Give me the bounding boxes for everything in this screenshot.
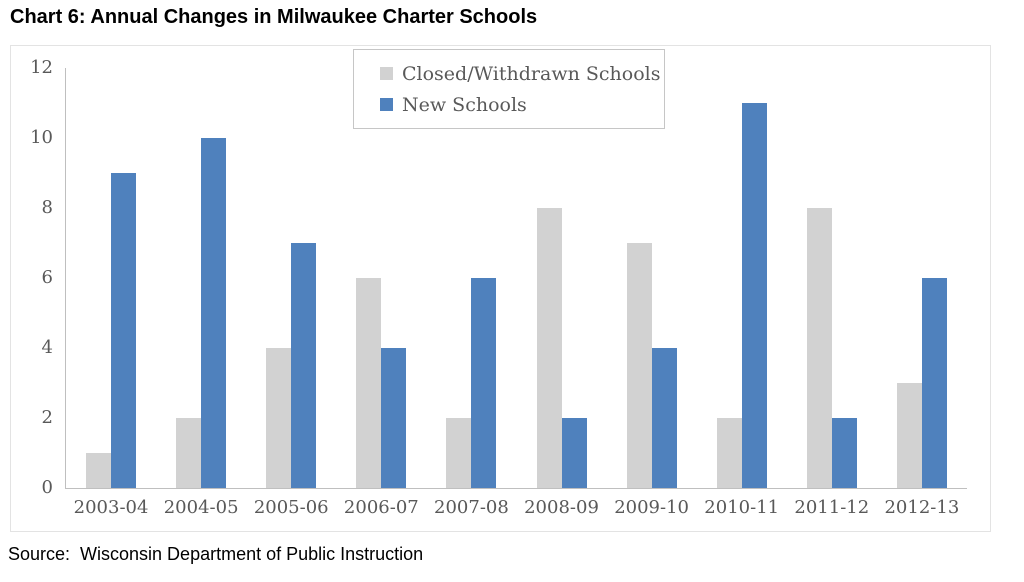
bar-group-2006-07 — [336, 68, 426, 488]
bar-group-2012-13 — [877, 68, 967, 488]
bar-group-2008-09 — [516, 68, 606, 488]
bar-new-2006-07 — [381, 348, 407, 488]
y-axis-tick-label: 4 — [41, 337, 53, 358]
x-axis-tick-label: 2008-09 — [524, 497, 599, 518]
bar-closed-2004-05 — [176, 418, 202, 488]
x-axis-tick-label: 2010-11 — [704, 497, 780, 518]
x-axis-line — [65, 488, 967, 489]
bar-closed-2003-04 — [86, 453, 112, 488]
x-axis-tick-label: 2006-07 — [343, 497, 419, 518]
y-axis-tick-label: 10 — [30, 127, 53, 148]
bar-new-2010-11 — [741, 103, 767, 488]
bar-closed-2005-06 — [266, 348, 292, 488]
bar-group-2003-04 — [66, 68, 156, 488]
bar-group-2004-05 — [156, 68, 246, 488]
y-axis-tick-label: 8 — [41, 197, 53, 218]
x-axis-labels: 2003-04 2004-05 2005-06 2006-07 2007-08 2008-… — [66, 497, 967, 518]
bar-new-2009-10 — [651, 348, 677, 488]
y-axis-line — [65, 68, 66, 488]
bar-group-2007-08 — [426, 68, 516, 488]
bar-new-2005-06 — [291, 243, 317, 488]
legend-item-new: New Schools — [380, 94, 664, 116]
x-axis-tick-label: 2005-06 — [253, 497, 329, 518]
x-axis-tick-label: 2009-10 — [614, 497, 689, 518]
legend: Closed/Withdrawn Schools New Schools — [353, 49, 665, 129]
legend-swatch-icon — [380, 67, 393, 80]
x-axis-tick-label: 2012-13 — [884, 497, 960, 518]
y-axis-tick-label: 2 — [41, 407, 53, 428]
bar-closed-2012-13 — [896, 383, 922, 488]
bar-closed-2010-11 — [716, 418, 742, 488]
bar-closed-2009-10 — [626, 243, 652, 488]
bar-group-2010-11 — [697, 68, 787, 488]
page-title: Chart 6: Annual Changes in Milwaukee Cha… — [10, 6, 538, 28]
bar-new-2008-09 — [561, 418, 587, 488]
bar-closed-2011-12 — [806, 208, 832, 488]
legend-label: New Schools — [402, 93, 527, 116]
legend-swatch-icon — [380, 98, 393, 111]
bar-new-2011-12 — [831, 418, 857, 488]
y-axis-tick-label: 6 — [41, 267, 53, 288]
bar-group-2009-10 — [607, 68, 697, 488]
legend-label: Closed/Withdrawn Schools — [402, 62, 661, 85]
y-axis-tick-label: 12 — [30, 57, 53, 78]
y-axis-tick-label: 0 — [41, 477, 53, 498]
plot-groups — [66, 68, 967, 488]
bar-new-2012-13 — [921, 278, 947, 488]
bar-new-2007-08 — [471, 278, 497, 488]
x-axis-tick-label: 2004-05 — [163, 497, 239, 518]
legend-item-closed: Closed/Withdrawn Schools — [380, 63, 664, 85]
x-axis-tick-label: 2007-08 — [434, 497, 509, 518]
source-note: Source: Wisconsin Department of Public I… — [8, 544, 424, 564]
bar-new-2004-05 — [201, 138, 227, 488]
bar-closed-2006-07 — [356, 278, 382, 488]
bar-closed-2008-09 — [536, 208, 562, 488]
bar-group-2005-06 — [246, 68, 336, 488]
bar-closed-2007-08 — [446, 418, 472, 488]
x-axis-tick-label: 2011-12 — [794, 497, 870, 518]
chart-frame: 0 2 4 6 8 10 12 2003-04 2004-05 2005-06 2006-07 20… — [10, 45, 991, 532]
bar-group-2011-12 — [787, 68, 877, 488]
bar-new-2003-04 — [111, 173, 137, 488]
x-axis-tick-label: 2003-04 — [73, 497, 149, 518]
